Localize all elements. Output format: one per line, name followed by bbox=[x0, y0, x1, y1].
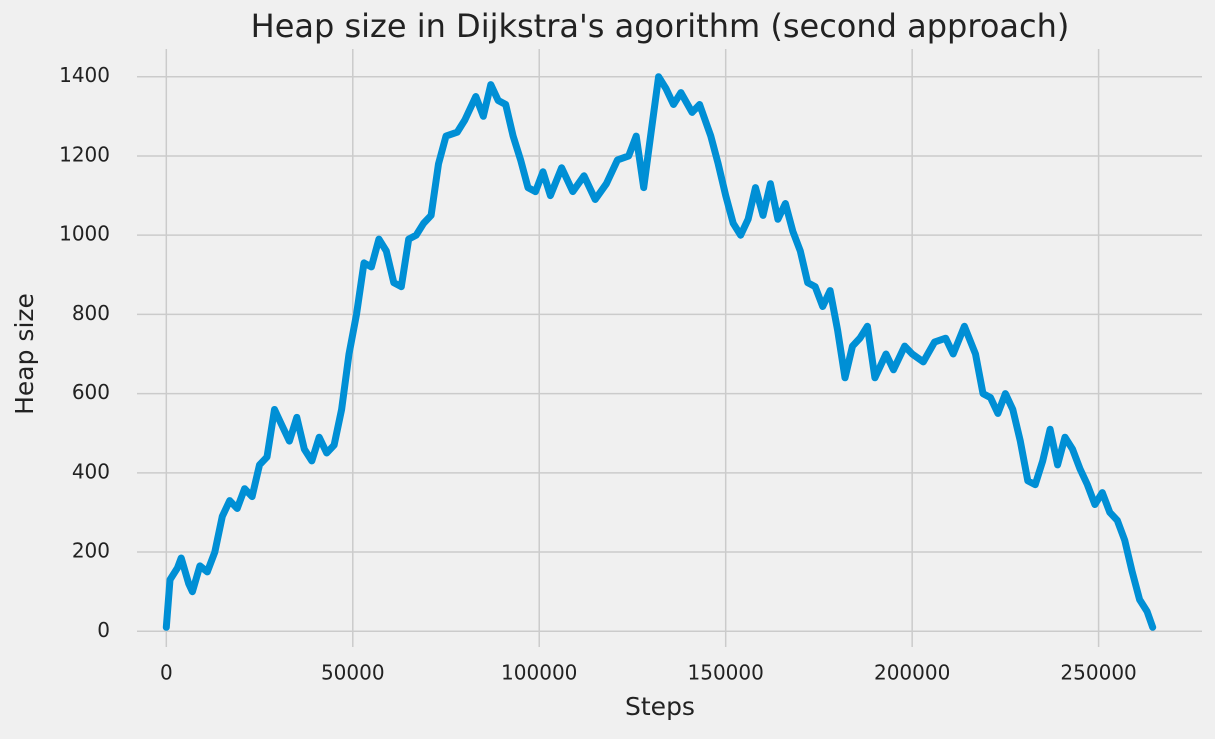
y-tick-label: 400 bbox=[72, 459, 110, 483]
x-tick-label: 150000 bbox=[688, 661, 764, 685]
x-tick-label: 50000 bbox=[321, 661, 385, 685]
y-tick-label: 200 bbox=[72, 539, 110, 563]
y-tick-label: 0 bbox=[97, 618, 110, 642]
y-tick-label: 1000 bbox=[59, 222, 110, 246]
y-tick-label: 1200 bbox=[59, 142, 110, 166]
x-tick-label: 250000 bbox=[1060, 661, 1136, 685]
x-tick-label: 100000 bbox=[501, 661, 577, 685]
chart-title: Heap size in Dijkstra's agorithm (second… bbox=[251, 7, 1070, 45]
y-tick-label: 800 bbox=[72, 301, 110, 325]
data-line bbox=[162, 73, 1157, 631]
y-tick-label: 600 bbox=[72, 380, 110, 404]
x-axis-label: Steps bbox=[625, 692, 695, 721]
y-tick-label: 1400 bbox=[59, 63, 110, 87]
x-tick-label: 0 bbox=[160, 661, 173, 685]
y-axis-label: Heap size bbox=[10, 293, 39, 415]
x-tick-label: 200000 bbox=[874, 661, 950, 685]
